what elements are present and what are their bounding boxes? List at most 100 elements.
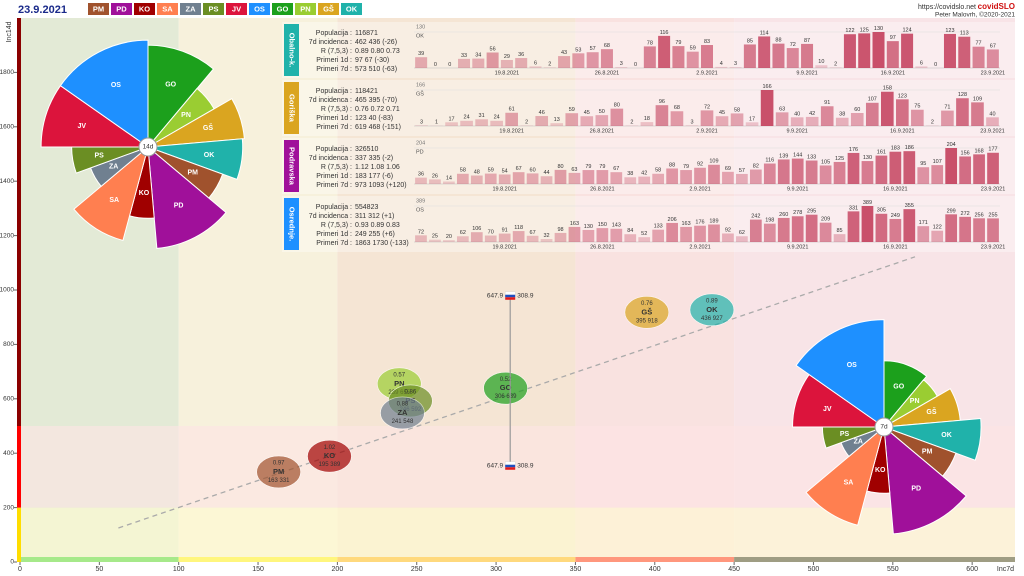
country-inc7d: 308.9 — [517, 292, 534, 299]
bar — [694, 225, 706, 242]
bar-label: 58 — [734, 107, 740, 113]
bar — [686, 51, 699, 68]
flag-white — [505, 291, 516, 295]
stat-label: R (7,5,3) : — [321, 222, 352, 229]
flag-red — [505, 297, 516, 300]
bar — [805, 160, 818, 184]
bar — [931, 230, 944, 242]
bar — [472, 58, 485, 68]
legend-label: PN — [300, 4, 310, 13]
bar-label: 209 — [821, 217, 830, 223]
bar-label: 68 — [604, 43, 610, 49]
bar — [415, 125, 428, 126]
bar-label: 50 — [599, 109, 605, 115]
bar — [456, 236, 469, 242]
bar — [529, 66, 542, 68]
bar-label: 46 — [539, 110, 545, 116]
bar — [568, 226, 581, 242]
bar — [554, 232, 567, 242]
region-name: GO — [500, 383, 512, 392]
inc14d: 548 — [403, 419, 414, 425]
bar-label: 68 — [674, 105, 680, 111]
flag-red — [505, 467, 516, 470]
x-axis-label: Inc7d — [997, 566, 1014, 573]
bar-label: 79 — [675, 40, 681, 46]
bar — [945, 214, 958, 242]
date-label: 2.9.2021 — [696, 70, 717, 76]
date-label: 19.8.2021 — [495, 70, 519, 76]
legend-swatch — [341, 3, 362, 15]
pie-label: OK — [204, 152, 215, 159]
bar-label: 2 — [630, 120, 633, 126]
bar — [896, 99, 909, 126]
stat-value: 326510 — [355, 146, 378, 153]
stat-label: Primeri 7d : — [316, 66, 352, 73]
bar-label: 2 — [548, 61, 551, 67]
bar-label: 45 — [584, 110, 590, 116]
bar — [972, 46, 985, 68]
date-label: 9.9.2021 — [796, 70, 817, 76]
bar — [680, 170, 692, 184]
bar-label: 109 — [973, 96, 982, 102]
legend-swatch — [318, 3, 339, 15]
stat-label: Primeri 1d : — [316, 173, 352, 180]
bar-label: 85 — [836, 228, 842, 234]
region-incidence: 195 389 — [319, 462, 341, 468]
y-zone-bar — [17, 18, 21, 426]
bar-label: 39 — [418, 51, 424, 57]
stat-label: Primeri 1d : — [316, 115, 352, 122]
bar-label: 92 — [725, 227, 731, 233]
region-blob — [689, 293, 735, 327]
legend-swatch — [249, 3, 270, 15]
inc7d: 241 — [392, 419, 403, 425]
y-tick-label: 1200 — [0, 232, 14, 239]
bar — [889, 218, 902, 242]
y-zone-bar — [17, 507, 21, 562]
bar-label: 79 — [585, 164, 591, 170]
bar — [540, 239, 553, 242]
flag-white — [505, 461, 516, 465]
legend-swatch — [134, 3, 155, 15]
bar-label: 42 — [641, 171, 647, 177]
bar — [973, 154, 985, 184]
date-label: 23.9.2021 — [981, 70, 1005, 76]
region-name: GŠ — [641, 307, 652, 316]
bar-label: 45 — [719, 110, 725, 116]
pie-label: PM — [922, 449, 933, 456]
bar-label: 59 — [488, 168, 494, 174]
pie-label: JV — [77, 123, 86, 130]
bar-label: 150 — [598, 222, 607, 228]
bar — [568, 172, 581, 184]
bar-label: 305 — [877, 208, 886, 214]
legend-label: OK — [346, 4, 358, 13]
bar-label: 2 — [834, 61, 837, 67]
date-label: 9.9.2021 — [786, 128, 807, 134]
bar-label: 107 — [868, 97, 877, 103]
bar-label: 249 — [891, 213, 900, 219]
bar-label: 118 — [514, 225, 523, 231]
stat-value: 554823 — [355, 204, 378, 211]
panel-max-label: 166 — [416, 82, 425, 88]
legend-swatch — [203, 3, 224, 15]
bar — [987, 152, 999, 184]
stat-label: 7d incidenca : — [309, 39, 352, 46]
bar-label: 0 — [434, 62, 437, 68]
bar-label: 91 — [502, 228, 508, 234]
region-incidence: 395 918 — [636, 318, 658, 324]
panel-max-label: 389 — [416, 198, 425, 204]
bar — [736, 236, 748, 242]
bar — [915, 66, 928, 68]
bar-label: 62 — [460, 230, 466, 236]
bar — [931, 165, 944, 184]
x-tick-label: 500 — [808, 566, 820, 573]
bar — [643, 46, 656, 68]
bar-label: 87 — [804, 38, 810, 44]
bar-label: 6 — [920, 60, 923, 66]
bar-label: 82 — [753, 163, 759, 169]
bar-label: 206 — [668, 217, 677, 223]
bar-label: 60 — [854, 107, 860, 113]
bar — [819, 165, 832, 184]
legend-label: KO — [139, 4, 150, 13]
